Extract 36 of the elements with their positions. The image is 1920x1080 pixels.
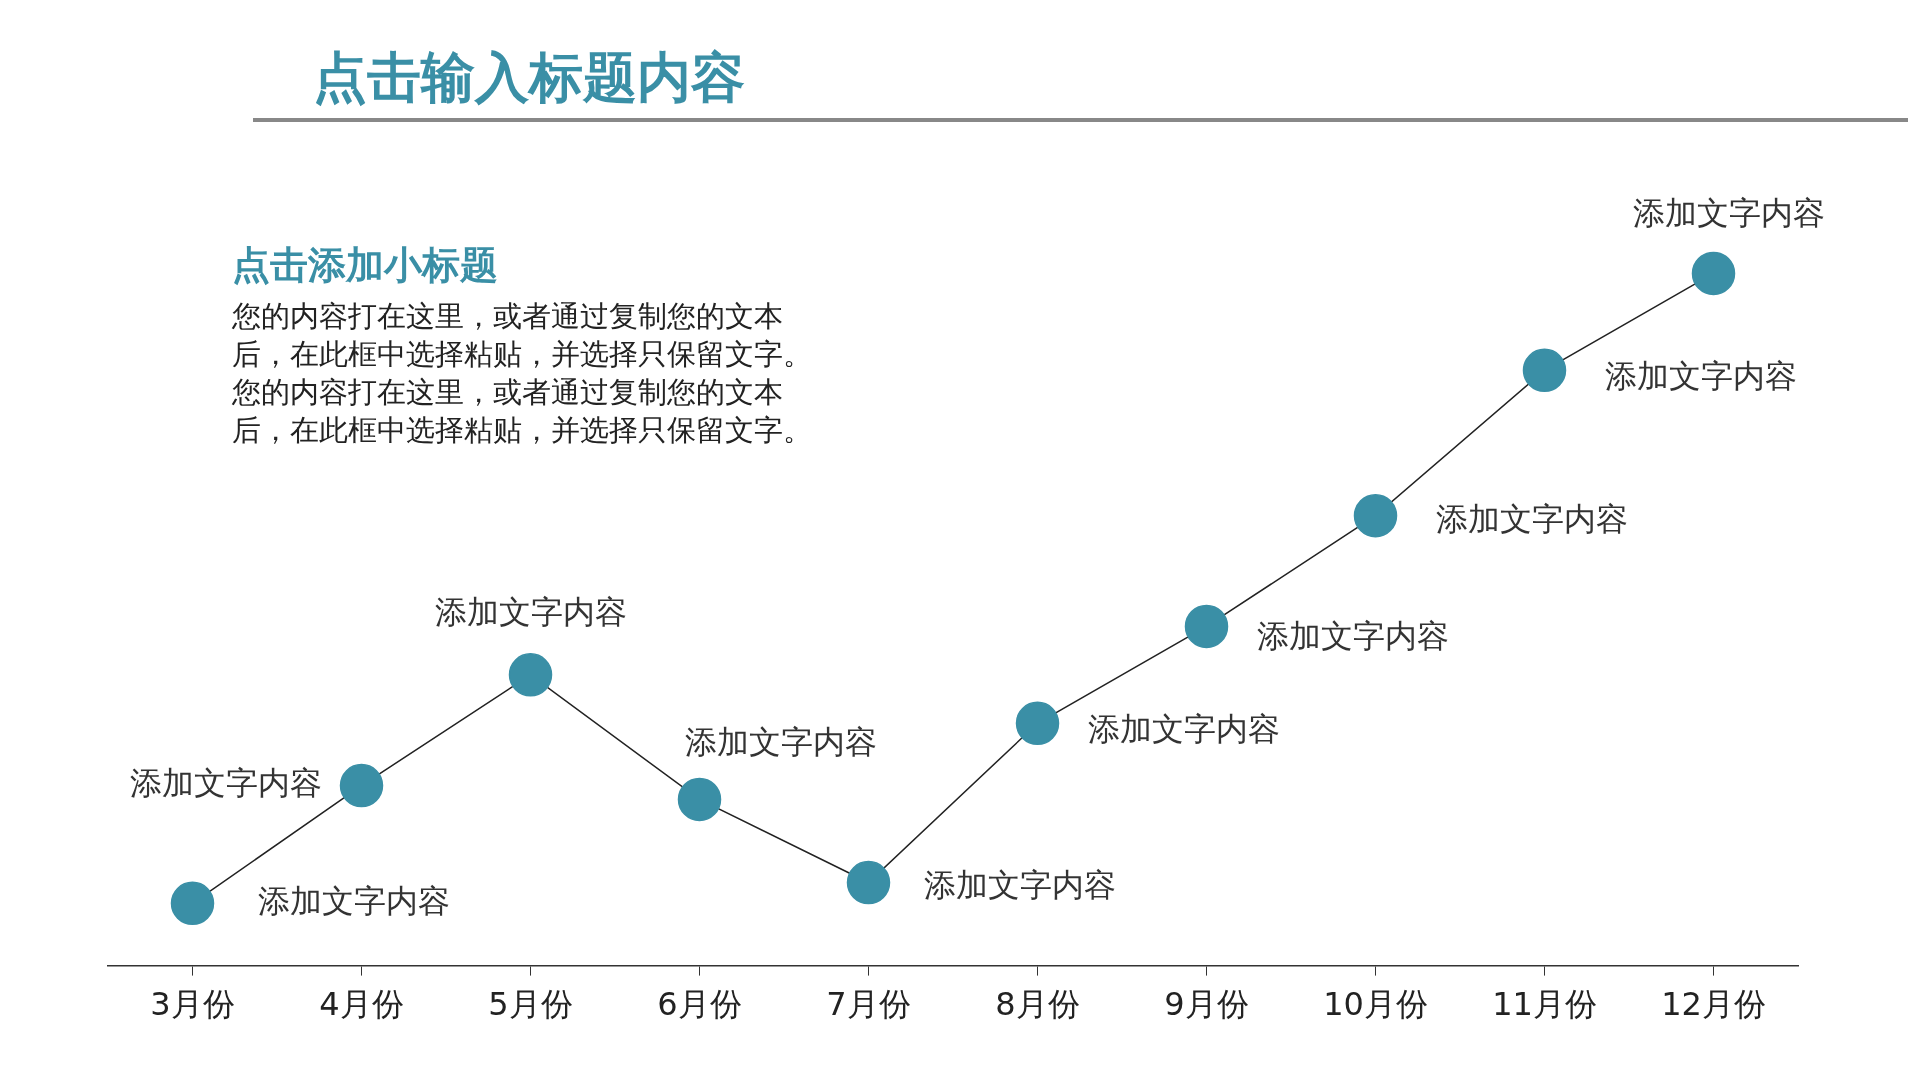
annotation: 您的内容打在这里，或者通过复制您的文本 [232, 374, 784, 411]
x-tick-label: 7月份 [826, 985, 911, 1024]
point [677, 777, 722, 822]
annotation: 添加文字内容 [1256, 616, 1449, 655]
x-tick-label: 5月份 [488, 985, 573, 1024]
annotation: 添加文字内容 [1604, 356, 1797, 395]
annotation: 添加文字内容 [1435, 499, 1628, 538]
x-tick-label: 3月份 [150, 985, 235, 1024]
chart-subtitle: 点击添加小标题 [232, 242, 499, 289]
point [1522, 348, 1567, 393]
annotation: 添加文字内容 [1632, 193, 1825, 232]
annotation: 后，在此框中选择粘贴，并选择只保留文字。 [232, 336, 812, 373]
point [1184, 604, 1229, 649]
x-tick-label: 8月份 [995, 985, 1080, 1024]
annotation: 添加文字内容 [257, 881, 450, 920]
annotation: 添加文字内容 [684, 722, 877, 761]
point [339, 763, 384, 808]
annotation: 后，在此框中选择粘贴，并选择只保留文字。 [232, 412, 812, 449]
annotation: 您的内容打在这里，或者通过复制您的文本 [232, 298, 784, 335]
annotation: 添加文字内容 [923, 865, 1116, 904]
annotation: 添加文字内容 [1087, 709, 1280, 748]
point [170, 881, 215, 926]
x-tick-label: 12月份 [1661, 985, 1766, 1024]
point [1353, 493, 1398, 538]
point [1015, 701, 1060, 746]
x-tick-label: 9月份 [1164, 985, 1249, 1024]
x-tick-label: 6月份 [657, 985, 742, 1024]
point [508, 653, 553, 697]
x-tick-label: 11月份 [1492, 985, 1597, 1024]
point [1691, 251, 1736, 296]
annotation: 添加文字内容 [129, 763, 322, 802]
x-tick-label: 10月份 [1323, 985, 1428, 1024]
chart-title: 点击输入标题内容 [313, 45, 745, 111]
annotation: 添加文字内容 [434, 593, 627, 632]
x-tick-label: 4月份 [319, 985, 404, 1024]
point [846, 860, 891, 905]
